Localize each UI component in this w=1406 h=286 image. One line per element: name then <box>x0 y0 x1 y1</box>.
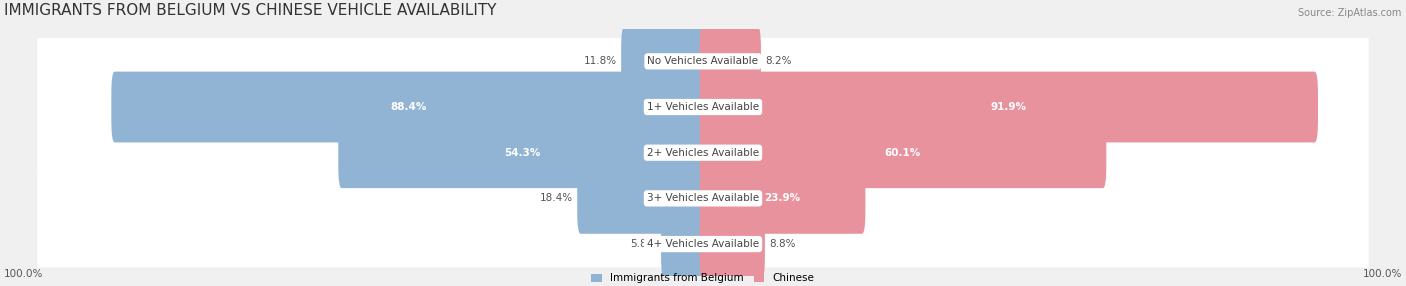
Text: 91.9%: 91.9% <box>991 102 1026 112</box>
Text: 23.9%: 23.9% <box>765 193 800 203</box>
FancyBboxPatch shape <box>578 163 706 234</box>
FancyBboxPatch shape <box>111 72 706 142</box>
Text: 3+ Vehicles Available: 3+ Vehicles Available <box>647 193 759 203</box>
FancyBboxPatch shape <box>339 117 706 188</box>
Text: 8.8%: 8.8% <box>769 239 796 249</box>
Text: 11.8%: 11.8% <box>583 56 616 66</box>
Text: 100.0%: 100.0% <box>4 269 44 279</box>
FancyBboxPatch shape <box>38 129 1368 176</box>
Text: 2+ Vehicles Available: 2+ Vehicles Available <box>647 148 759 158</box>
FancyBboxPatch shape <box>38 221 1368 267</box>
Text: 4+ Vehicles Available: 4+ Vehicles Available <box>647 239 759 249</box>
Text: 60.1%: 60.1% <box>884 148 921 158</box>
Text: 18.4%: 18.4% <box>540 193 572 203</box>
FancyBboxPatch shape <box>38 84 1368 130</box>
FancyBboxPatch shape <box>700 163 866 234</box>
Text: 1+ Vehicles Available: 1+ Vehicles Available <box>647 102 759 112</box>
FancyBboxPatch shape <box>621 26 706 97</box>
Text: 88.4%: 88.4% <box>391 102 427 112</box>
Text: No Vehicles Available: No Vehicles Available <box>648 56 758 66</box>
Text: Source: ZipAtlas.com: Source: ZipAtlas.com <box>1299 8 1402 18</box>
Text: 100.0%: 100.0% <box>1362 269 1402 279</box>
FancyBboxPatch shape <box>38 175 1368 222</box>
FancyBboxPatch shape <box>700 72 1317 142</box>
FancyBboxPatch shape <box>38 38 1368 85</box>
Text: 54.3%: 54.3% <box>505 148 540 158</box>
FancyBboxPatch shape <box>700 209 765 279</box>
Text: IMMIGRANTS FROM BELGIUM VS CHINESE VEHICLE AVAILABILITY: IMMIGRANTS FROM BELGIUM VS CHINESE VEHIC… <box>4 3 496 18</box>
Legend: Immigrants from Belgium, Chinese: Immigrants from Belgium, Chinese <box>592 273 814 283</box>
Text: 8.2%: 8.2% <box>765 56 792 66</box>
Text: 5.8%: 5.8% <box>630 239 657 249</box>
FancyBboxPatch shape <box>661 209 706 279</box>
FancyBboxPatch shape <box>700 117 1107 188</box>
FancyBboxPatch shape <box>700 26 761 97</box>
